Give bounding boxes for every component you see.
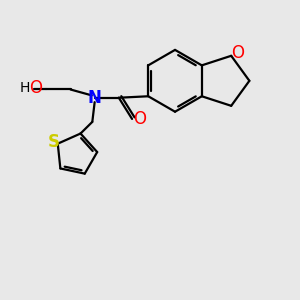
Text: O: O [231,44,244,62]
Text: O: O [133,110,146,128]
Text: H: H [20,81,30,95]
Text: N: N [88,89,102,107]
Text: S: S [48,134,60,152]
Text: O: O [29,79,42,97]
